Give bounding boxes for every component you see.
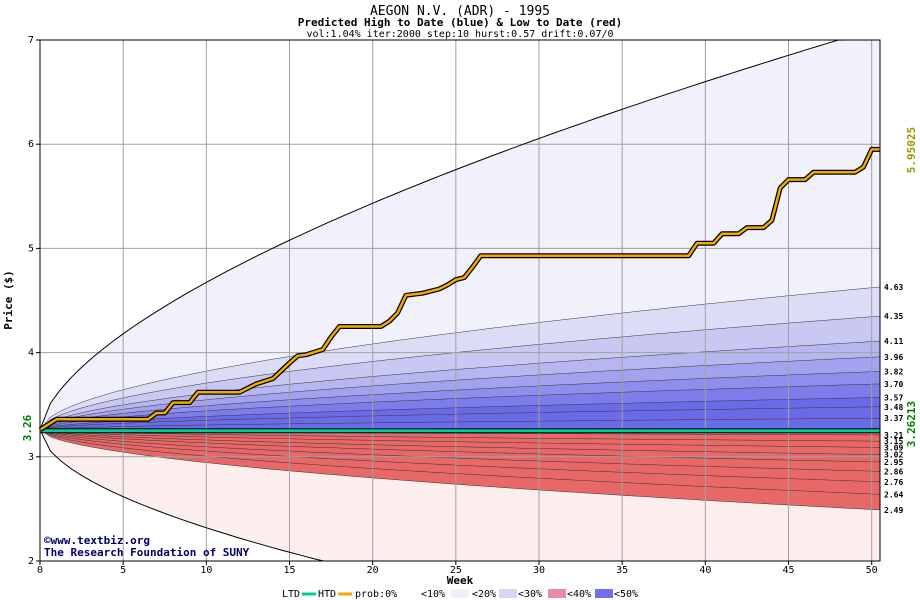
high-band-4 (40, 356, 880, 430)
band-label-6: 3.57 (884, 393, 903, 402)
legend-item-1: <20% (472, 589, 496, 600)
envelope-lines (39, 39, 849, 562)
band-label-5: 3.70 (884, 380, 903, 389)
legend-item-0: <10% (421, 589, 445, 600)
y-tick-label-1: 3 (28, 452, 34, 463)
high-band-line-6 (39, 397, 881, 430)
x-tick-label-4: 20 (367, 565, 379, 576)
band-label-10: 3.15 (884, 437, 903, 446)
low-band-line-3 (39, 429, 881, 455)
y-tick-label-2: 4 (28, 348, 34, 359)
low-band-line-7 (39, 429, 881, 495)
band-label-7: 3.48 (884, 403, 903, 412)
high-band-2 (40, 316, 880, 430)
legend-htd-label: HTD (318, 589, 336, 600)
high-band-line-2 (39, 340, 881, 430)
y-tick-label-5: 7 (28, 35, 34, 46)
high-band-3 (40, 341, 880, 430)
high-band-9 (40, 418, 880, 430)
band-label-4: 3.82 (884, 367, 903, 376)
high-band-1 (40, 287, 880, 430)
low-band-9 (40, 429, 880, 510)
y-tick-label-0: 2 (28, 556, 34, 567)
chart-params: vol:1.04% iter:2000 step:10 hurst:0.57 d… (306, 29, 613, 40)
high-band-7 (40, 397, 880, 430)
band-label-9: 3.21 (884, 431, 903, 440)
legend-swatch-2 (499, 589, 517, 598)
x-axis-label: Week (447, 574, 474, 587)
high-band-line-0 (39, 286, 881, 430)
ltd-final-value: 3.26213 (905, 401, 918, 447)
x-tick-label-10: 50 (866, 565, 878, 576)
probability-bands (39, 40, 881, 561)
x-tick-label-2: 10 (200, 565, 212, 576)
x-tick-label-9: 45 (782, 565, 794, 576)
band-label-3: 3.96 (884, 353, 903, 362)
x-tick-label-6: 30 (533, 565, 545, 576)
band-label-16: 2.64 (884, 490, 903, 499)
band-label-17: 2.49 (884, 506, 903, 515)
high-band-5 (40, 371, 880, 430)
low-band-line-8 (39, 429, 881, 511)
x-tick-label-7: 35 (616, 565, 628, 576)
high-band-line-8 (39, 417, 881, 430)
band-labels: 4.63 4.35 4.11 3.96 3.82 3.70 3.573.48 3.37 3.21… (884, 283, 903, 515)
band-label-11: 3.09 (884, 443, 903, 452)
chart-title: AEGON N.V. (ADR) - 1995 (370, 4, 550, 19)
high-band-8 (40, 406, 880, 430)
x-tick-label-1: 5 (120, 565, 126, 576)
low-envelope-line (39, 429, 334, 562)
band-label-8: 3.37 (884, 414, 903, 423)
y-tick-label-4: 6 (28, 139, 34, 150)
y-axis-label: Price ($) (2, 270, 15, 330)
htd-final-value: 5.95025 (905, 127, 918, 173)
legend-ltd-label: LTD (282, 589, 300, 600)
band-label-14: 2.86 (884, 467, 903, 476)
x-tick-label-5: 25 (450, 565, 462, 576)
band-label-15: 2.76 (884, 478, 903, 487)
legend-swatch-0 (400, 589, 418, 598)
high-band-6 (40, 383, 880, 430)
legend-swatch-4 (595, 589, 613, 598)
legend-swatch-3 (548, 589, 566, 598)
band-label-12: 3.02 (884, 451, 903, 460)
high-band-0 (40, 40, 880, 430)
high-band-line-7 (39, 406, 881, 430)
chart-subtitle: Predicted High to Date (blue) & Low to D… (298, 16, 623, 29)
high-band-line-5 (39, 383, 881, 430)
x-tick-label-0: 0 (37, 565, 43, 576)
legend-item-4: <50% (614, 589, 638, 600)
low-band-line-6 (39, 429, 881, 483)
band-label-2: 4.11 (884, 337, 903, 346)
series-lines (38, 146, 880, 434)
legend-swatch-1 (451, 589, 469, 598)
legend-item-2: <30% (518, 589, 542, 600)
low-band-line-1 (39, 429, 881, 442)
credit-line-1: ©www.textbiz.org (44, 534, 150, 547)
y-tick-label-3: 5 (28, 243, 34, 254)
band-label-13: 2.95 (884, 458, 903, 467)
credit-line-2: The Research Foundation of SUNY (44, 546, 250, 559)
low-band-line-2 (39, 429, 881, 448)
start-price-label: 3.26 (21, 414, 34, 441)
high-band-line-4 (39, 371, 881, 430)
legend-prob-label: prob:0% (355, 589, 397, 600)
plot-frame (39, 39, 881, 562)
high-envelope-line (39, 39, 849, 430)
low-band-line-4 (39, 429, 881, 463)
legend-item-3: <40% (567, 589, 591, 600)
band-label-0: 4.63 (884, 283, 903, 292)
legend: LTD HTD prob:0% <10% <20% <30% <40% <50% (282, 589, 638, 600)
x-tick-label-3: 15 (283, 565, 295, 576)
band-label-1: 4.35 (884, 312, 903, 321)
htd-line (39, 148, 880, 431)
low-band-line-5 (39, 429, 881, 472)
x-tick-label-8: 40 (699, 565, 711, 576)
